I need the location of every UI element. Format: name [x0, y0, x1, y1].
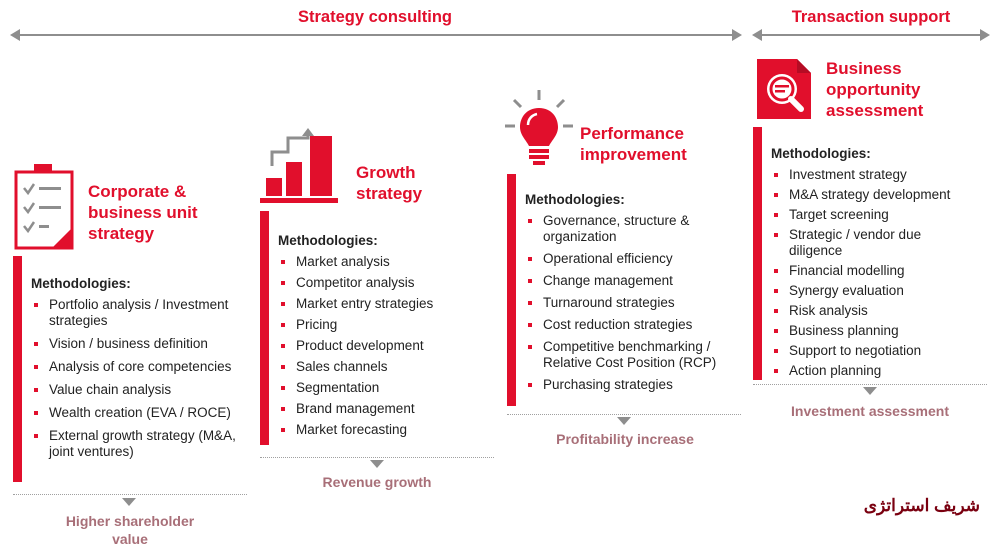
list-item: Market analysis [278, 254, 483, 270]
methodologies-label: Methodologies: [31, 276, 131, 291]
column-title: Corporate & business unit strategy [88, 182, 198, 243]
transaction-support-arrow [752, 29, 990, 41]
separator-line [13, 494, 247, 495]
methodologies-label: Methodologies: [278, 233, 378, 248]
list-item: Vision / business definition [31, 336, 236, 352]
list-item: Market forecasting [278, 422, 483, 438]
list-item: Support to negotiation [771, 343, 976, 359]
list-item: Financial modelling [771, 263, 976, 279]
outcome-label: Profitability increase [556, 431, 694, 447]
list-item: Business planning [771, 323, 976, 339]
methodologies-list: Governance, structure & organization Ope… [525, 213, 735, 393]
list-item: Target screening [771, 207, 976, 223]
list-item: Action planning [771, 363, 976, 379]
watermark-text: شریف استراتژی [863, 496, 980, 515]
methodologies-panel: Methodologies: Governance, structure & o… [507, 174, 741, 406]
list-item: Turnaround strategies [525, 295, 735, 311]
methodologies-panel: Methodologies: Market analysis Competito… [260, 211, 494, 445]
list-item: Competitive benchmarking / Relative Cost… [525, 339, 735, 371]
list-item: Sales channels [278, 359, 483, 375]
list-item: Strategic / vendor due diligence [771, 227, 976, 259]
list-item: Synergy evaluation [771, 283, 976, 299]
outcome-label: Revenue growth [322, 474, 432, 490]
separator-line [507, 414, 741, 415]
list-item: Value chain analysis [31, 382, 236, 398]
separator-line [753, 384, 987, 385]
chevron-down-icon [122, 498, 136, 506]
column-title: Growth strategy [356, 163, 423, 203]
chevron-down-icon [863, 387, 877, 395]
methodologies-label: Methodologies: [525, 192, 625, 207]
list-item: Portfolio analysis / Investment strategi… [31, 297, 236, 329]
outcome-label: Investment assessment [791, 403, 949, 419]
methodologies-list: Portfolio analysis / Investment strategi… [31, 297, 236, 460]
clipboard-checklist-icon [14, 164, 74, 250]
list-item: Cost reduction strategies [525, 317, 735, 333]
methodologies-panel: Methodologies: Investment strategy M&A s… [753, 127, 987, 380]
lightbulb-icon [505, 90, 573, 165]
list-item: External growth strategy (M&A, joint ven… [31, 428, 236, 460]
transaction-support-header: Transaction support [791, 8, 951, 26]
column-title: Business opportunity assessment [826, 59, 924, 120]
list-item: Purchasing strategies [525, 377, 735, 393]
list-item: M&A strategy development [771, 187, 976, 203]
list-item: Analysis of core competencies [31, 359, 236, 375]
list-item: Brand management [278, 401, 483, 417]
list-item: Wealth creation (EVA / ROCE) [31, 405, 236, 421]
list-item: Operational efficiency [525, 251, 735, 267]
column-title: Performance improvement [580, 124, 687, 164]
list-item: Competitor analysis [278, 275, 483, 291]
list-item: Segmentation [278, 380, 483, 396]
list-item: Product development [278, 338, 483, 354]
document-search-icon [757, 59, 811, 119]
methodologies-list: Investment strategy M&A strategy develop… [771, 167, 976, 379]
chevron-down-icon [617, 417, 631, 425]
outcome-label: Higher shareholder value [65, 513, 195, 547]
growth-bar-chart-icon [260, 128, 338, 203]
list-item: Pricing [278, 317, 483, 333]
separator-line [260, 457, 494, 458]
methodologies-panel: Methodologies: Portfolio analysis / Inve… [13, 256, 247, 482]
list-item: Governance, structure & organization [525, 213, 735, 245]
methodologies-list: Market analysis Competitor analysis Mark… [278, 254, 483, 438]
list-item: Investment strategy [771, 167, 976, 183]
list-item: Change management [525, 273, 735, 289]
list-item: Market entry strategies [278, 296, 483, 312]
methodologies-label: Methodologies: [771, 146, 871, 161]
list-item: Risk analysis [771, 303, 976, 319]
strategy-consulting-arrow [10, 29, 742, 41]
chevron-down-icon [370, 460, 384, 468]
strategy-consulting-header: Strategy consulting [297, 8, 453, 26]
